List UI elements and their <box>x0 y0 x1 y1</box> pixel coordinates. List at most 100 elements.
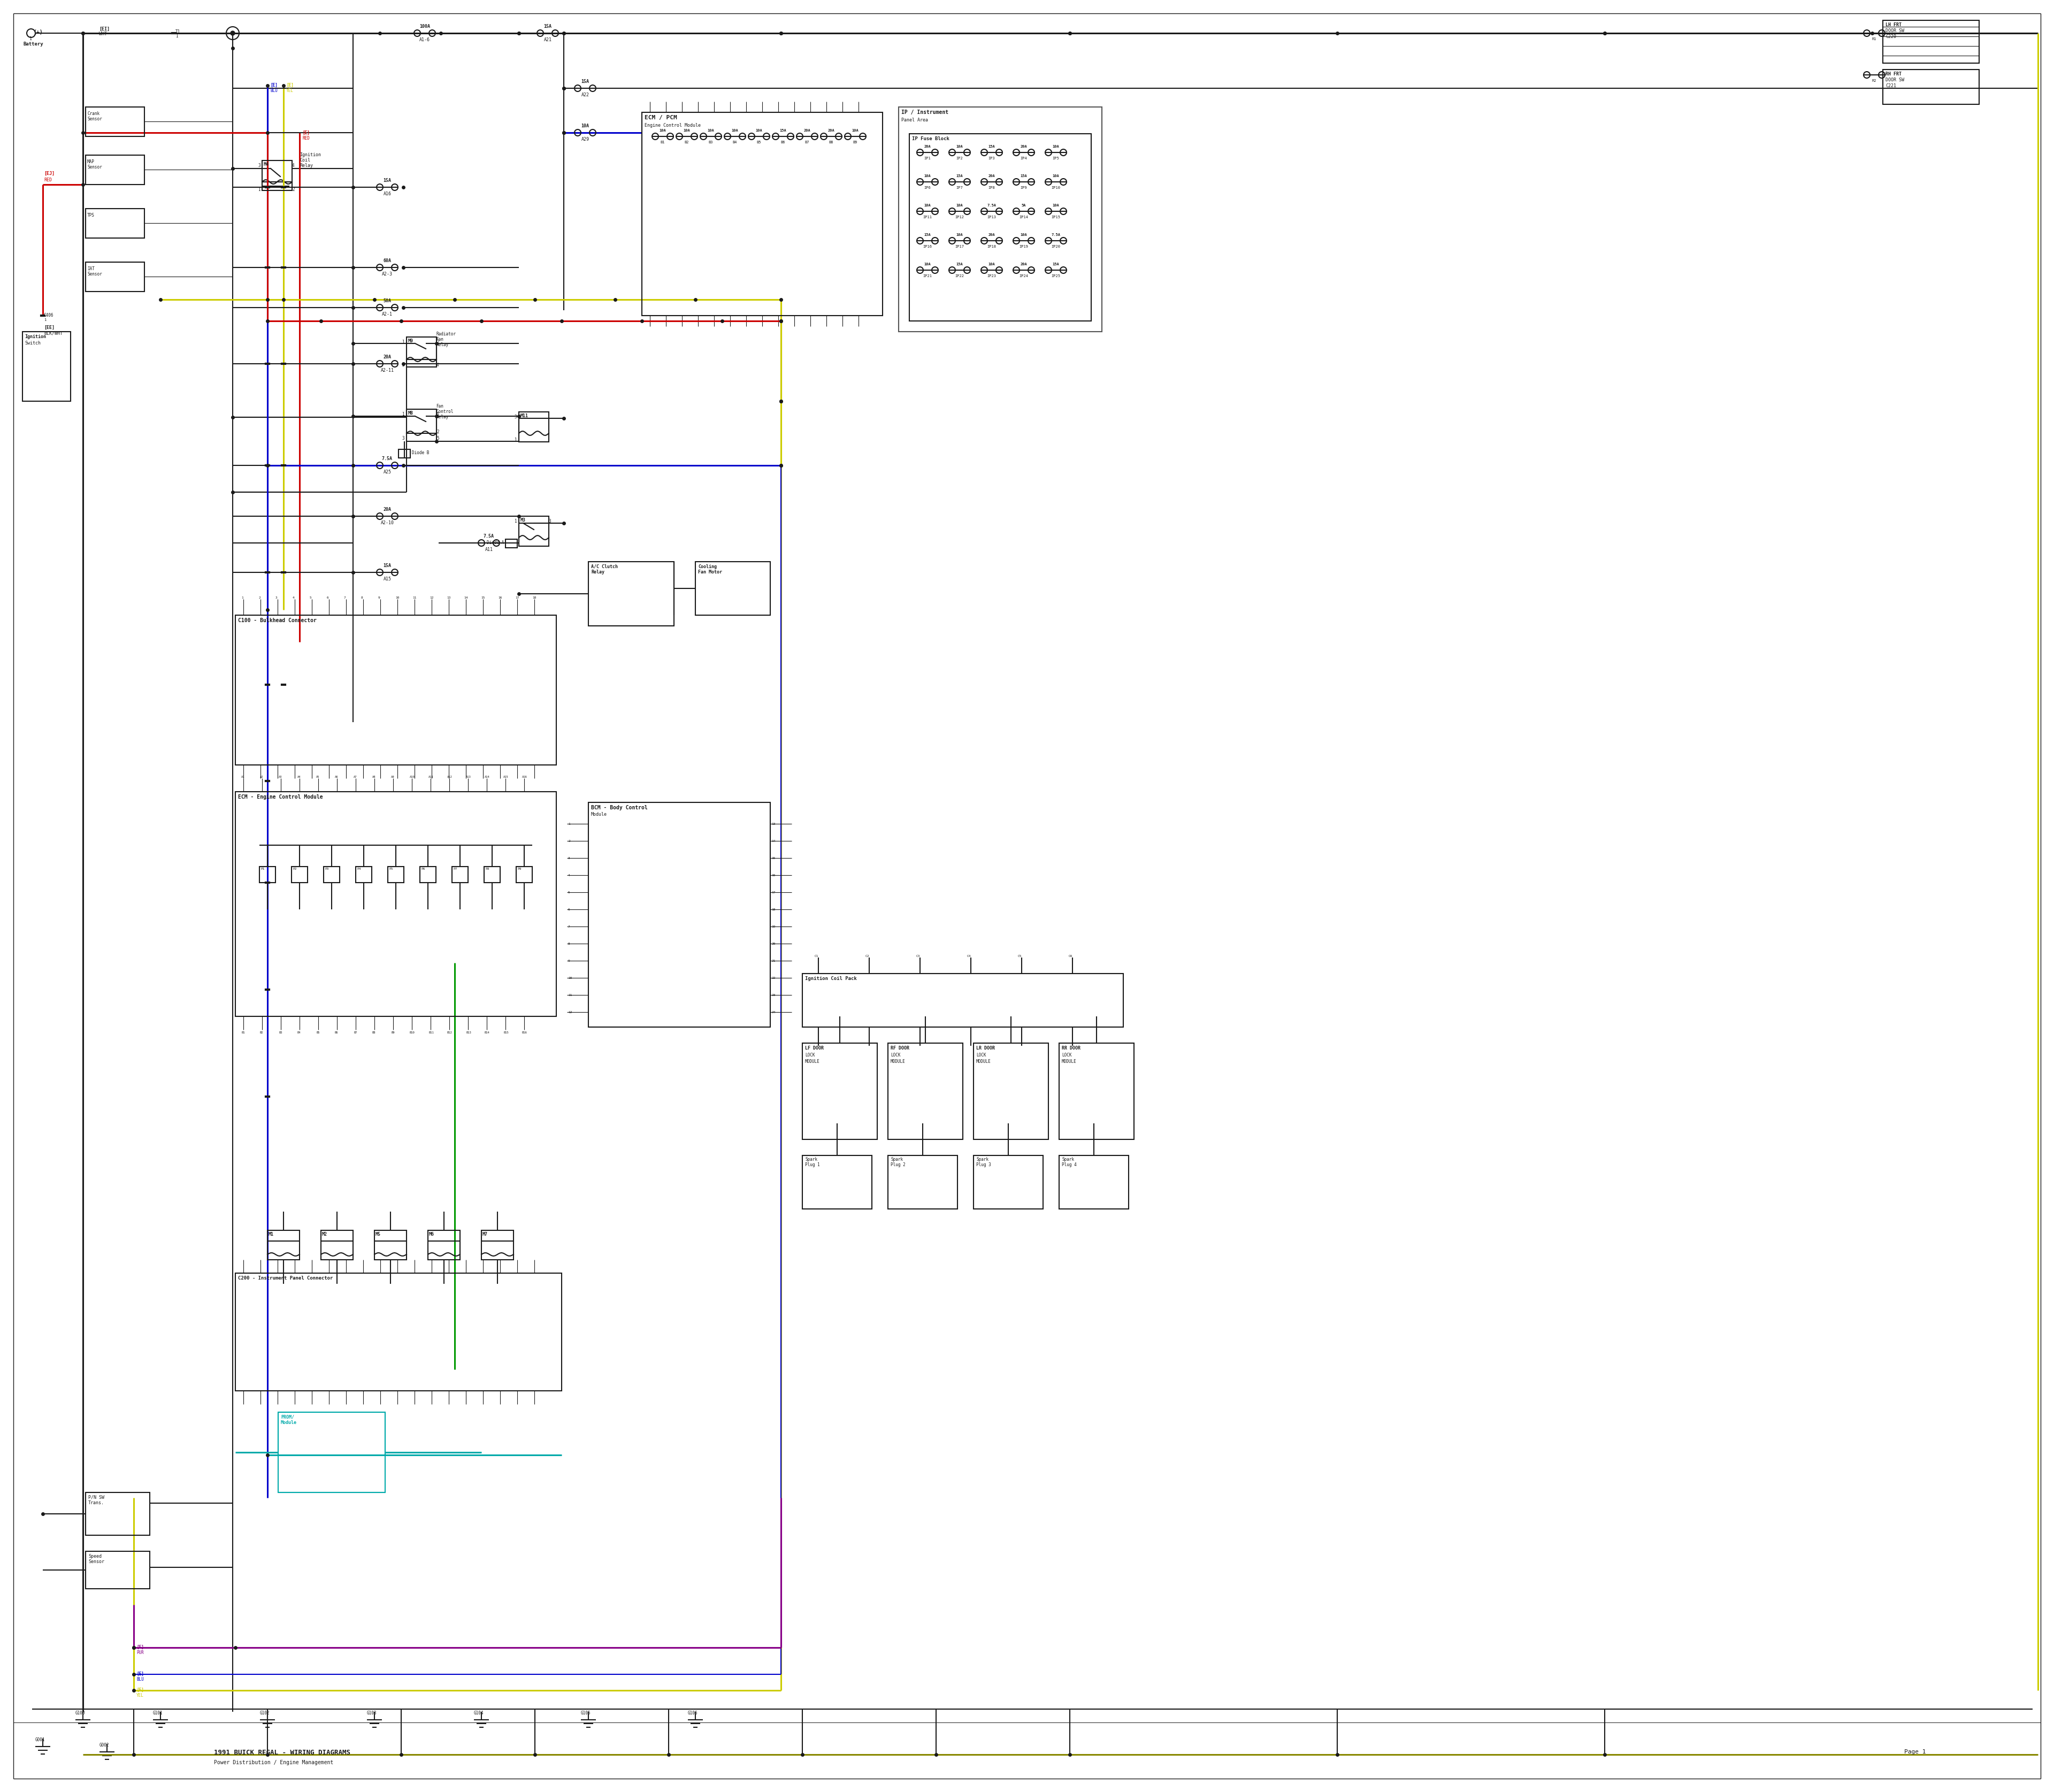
Text: YEL: YEL <box>136 1693 144 1697</box>
Text: IP14: IP14 <box>1019 215 1029 219</box>
Text: B6: B6 <box>335 1032 339 1034</box>
Text: R1: R1 <box>1871 38 1877 41</box>
Text: [E]: [E] <box>136 1645 144 1650</box>
Bar <box>485 867 499 883</box>
Text: 10: 10 <box>569 977 573 980</box>
Text: 1: 1 <box>29 36 33 41</box>
Text: B4: B4 <box>298 1032 300 1034</box>
Bar <box>23 332 70 401</box>
Text: 3: 3 <box>259 163 261 168</box>
Text: 15A: 15A <box>384 177 390 183</box>
Text: Fan: Fan <box>435 337 444 342</box>
Text: [E]: [E] <box>302 131 310 136</box>
Text: A10: A10 <box>409 776 415 778</box>
Text: Spark
Plug 1: Spark Plug 1 <box>805 1158 820 1167</box>
Text: A21: A21 <box>544 38 553 43</box>
Text: B11: B11 <box>429 1032 433 1034</box>
Text: B16: B16 <box>522 1032 528 1034</box>
Bar <box>259 867 275 883</box>
Text: Engine Control Module: Engine Control Module <box>645 124 700 127</box>
Text: Cooling
Fan Motor: Cooling Fan Motor <box>698 564 723 575</box>
Text: 5: 5 <box>435 435 440 441</box>
Text: 7.5A: 7.5A <box>988 204 996 208</box>
Bar <box>277 1412 386 1493</box>
Text: 10A: 10A <box>707 129 715 133</box>
Text: LR DOOR: LR DOOR <box>976 1047 994 1050</box>
Bar <box>407 409 435 441</box>
Text: 3: 3 <box>403 362 405 367</box>
Text: LOCK: LOCK <box>976 1052 986 1057</box>
Text: Crank
Sensor: Crank Sensor <box>86 111 103 122</box>
Text: ECM / PCM: ECM / PCM <box>645 115 678 120</box>
Text: 15A: 15A <box>1052 263 1060 265</box>
Text: Module: Module <box>592 812 608 817</box>
Text: A15: A15 <box>384 577 390 581</box>
Text: Speed
Sensor: Speed Sensor <box>88 1554 105 1564</box>
Text: P9: P9 <box>518 867 522 871</box>
Bar <box>355 867 372 883</box>
Text: IP19: IP19 <box>1019 246 1029 249</box>
Text: 20A: 20A <box>828 129 834 133</box>
Text: 1: 1 <box>43 319 45 321</box>
Bar <box>1060 1043 1134 1140</box>
Bar <box>263 161 292 190</box>
Text: P8: P8 <box>485 867 489 871</box>
Text: A2-10: A2-10 <box>380 520 394 525</box>
Text: Fan: Fan <box>435 403 444 409</box>
Text: RF DOOR: RF DOOR <box>891 1047 910 1050</box>
Text: M8: M8 <box>409 410 413 416</box>
Text: IP6: IP6 <box>924 186 930 190</box>
Text: RED: RED <box>43 177 51 183</box>
Bar <box>520 412 548 443</box>
Text: T1: T1 <box>175 29 181 34</box>
Text: 20A: 20A <box>924 145 930 149</box>
Text: RR DOOR: RR DOOR <box>1062 1047 1080 1050</box>
Text: 15: 15 <box>772 857 774 860</box>
Text: WHT: WHT <box>99 32 107 36</box>
Text: C100 - Bulkhead Connector: C100 - Bulkhead Connector <box>238 618 316 624</box>
Bar <box>86 108 144 136</box>
Text: A29: A29 <box>581 136 589 142</box>
Text: (+): (+) <box>33 29 43 34</box>
Text: 10A: 10A <box>924 204 930 208</box>
Text: C200 - Instrument Panel Connector: C200 - Instrument Panel Connector <box>238 1276 333 1281</box>
Text: 10A: 10A <box>957 145 963 149</box>
Text: B13: B13 <box>466 1032 470 1034</box>
Text: Ignition: Ignition <box>300 152 320 158</box>
Text: P1: P1 <box>261 867 265 871</box>
Text: 1: 1 <box>175 34 179 38</box>
Text: LOCK: LOCK <box>805 1052 815 1057</box>
Text: G101: G101 <box>152 1711 162 1715</box>
Bar <box>803 1156 871 1210</box>
Bar <box>86 208 144 238</box>
Text: A4: A4 <box>298 776 300 778</box>
Text: P7: P7 <box>454 867 458 871</box>
Text: A1: A1 <box>240 776 244 778</box>
Text: P6: P6 <box>421 867 425 871</box>
Text: G104: G104 <box>474 1711 485 1715</box>
Text: 16: 16 <box>772 874 774 876</box>
Text: [EE]: [EE] <box>43 324 55 330</box>
Text: IP7: IP7 <box>957 186 963 190</box>
Text: 10A: 10A <box>1052 204 1060 208</box>
Text: IAT
Sensor: IAT Sensor <box>86 267 103 276</box>
Text: 10A: 10A <box>756 129 762 133</box>
Text: 19: 19 <box>772 925 774 928</box>
Text: IP1: IP1 <box>924 156 930 159</box>
Text: 10A: 10A <box>1021 233 1027 237</box>
Text: R2: R2 <box>1871 79 1877 82</box>
Text: C221: C221 <box>1886 84 1896 88</box>
Text: 10A: 10A <box>659 129 665 133</box>
Text: IP9: IP9 <box>1021 186 1027 190</box>
Text: 50A: 50A <box>384 299 390 303</box>
Text: IP10: IP10 <box>1052 186 1060 190</box>
Text: A1-6: A1-6 <box>419 38 429 43</box>
Text: 16: 16 <box>497 597 501 599</box>
Text: A12: A12 <box>448 776 452 778</box>
Text: 22: 22 <box>772 977 774 980</box>
Text: 4: 4 <box>435 412 440 418</box>
Text: A3: A3 <box>279 776 281 778</box>
Text: B3: B3 <box>279 1032 281 1034</box>
Text: B6: B6 <box>781 142 785 143</box>
Text: M4: M4 <box>263 161 269 167</box>
